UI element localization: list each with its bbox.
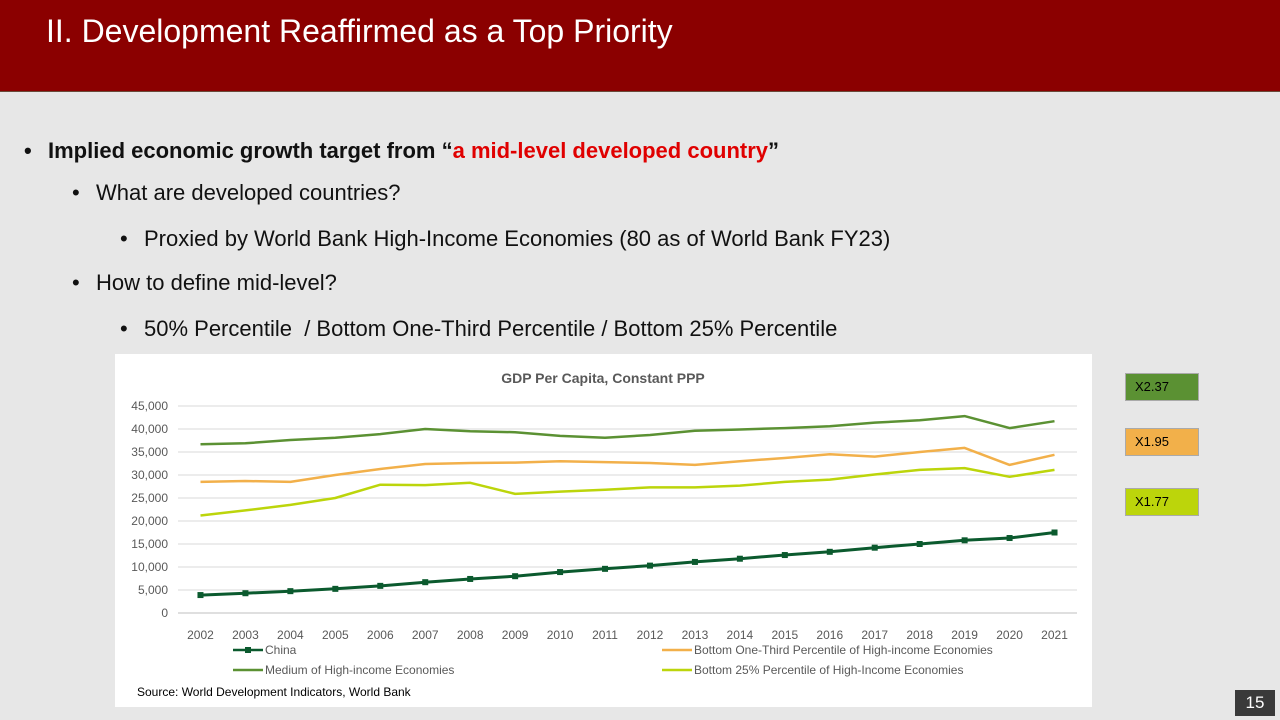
- x-tick-label: 2006: [367, 628, 394, 642]
- data-point: [242, 590, 249, 597]
- data-point: [916, 541, 923, 547]
- data-point: [871, 544, 878, 551]
- x-tick-label: 2004: [277, 628, 304, 642]
- x-tick-label: 2005: [322, 628, 349, 642]
- x-tick-label: 2021: [1041, 628, 1068, 642]
- bullet-developed-countries: • What are developed countries?: [72, 180, 401, 206]
- bullet-proxy-text: Proxied by World Bank High-Income Econom…: [144, 226, 891, 251]
- legend-label: Bottom 25% Percentile of High-Income Eco…: [694, 663, 963, 677]
- x-tick-label: 2014: [727, 628, 754, 642]
- bullet-percentiles-text: 50% Percentile / Bottom One-Third Percen…: [144, 316, 838, 341]
- bullet-proxy: • Proxied by World Bank High-Income Econo…: [120, 226, 890, 252]
- data-point: [1051, 529, 1058, 536]
- slide-title: II. Development Reaffirmed as a Top Prio…: [46, 13, 673, 49]
- bullet-dot: •: [120, 316, 128, 341]
- legend-label: China: [265, 643, 297, 657]
- x-tick-label: 2013: [682, 628, 709, 642]
- data-point: [377, 582, 384, 589]
- bullet-growth-target-suffix: ”: [768, 138, 780, 163]
- y-tick-label: 20,000: [131, 514, 168, 528]
- y-tick-label: 15,000: [131, 537, 168, 551]
- bullet-mid-level: • How to define mid-level?: [72, 270, 337, 296]
- x-tick-label: 2002: [187, 628, 214, 642]
- series-line: [200, 531, 1055, 597]
- bullet-dot: •: [24, 138, 32, 163]
- x-tick-label: 2020: [996, 628, 1023, 642]
- x-tick-label: 2003: [232, 628, 259, 642]
- x-tick-label: 2016: [816, 628, 843, 642]
- page-number: 15: [1235, 690, 1275, 716]
- legend-marker: [245, 647, 251, 653]
- data-point: [1006, 535, 1013, 542]
- y-tick-label: 35,000: [131, 445, 168, 459]
- y-tick-label: 5,000: [138, 583, 168, 597]
- y-tick-label: 40,000: [131, 422, 168, 436]
- bullet-mid-level-text: How to define mid-level?: [96, 270, 337, 295]
- data-point: [467, 575, 474, 582]
- y-tick-label: 25,000: [131, 491, 168, 505]
- gdp-chart-svg: GDP Per Capita, Constant PPP 0 5,000 10,00…: [131, 370, 1077, 677]
- x-tick-label: 2012: [637, 628, 664, 642]
- title-bar: II. Development Reaffirmed as a Top Prio…: [0, 0, 1280, 92]
- gdp-chart: GDP Per Capita, Constant PPP 0 5,000 10,00…: [115, 354, 1092, 707]
- x-tick-label: 2010: [547, 628, 574, 642]
- data-point: [422, 579, 429, 586]
- x-tick-label: 2011: [592, 628, 618, 642]
- legend-label: Medium of High-income Economies: [265, 663, 454, 677]
- bullet-dot: •: [72, 270, 80, 295]
- bullet-growth-target-highlight: a mid-level developed country: [452, 138, 769, 163]
- x-tick-label: 2019: [951, 628, 978, 642]
- y-tick-label: 45,000: [131, 399, 168, 413]
- data-point: [646, 562, 653, 569]
- bullet-dot: •: [120, 226, 128, 251]
- data-point: [781, 552, 788, 559]
- chart-title: GDP Per Capita, Constant PPP: [501, 370, 705, 386]
- bullet-developed-countries-text: What are developed countries?: [96, 180, 401, 205]
- bullet-dot: •: [72, 180, 80, 205]
- data-point: [332, 585, 339, 592]
- data-point: [557, 569, 564, 576]
- series-line: [200, 446, 1055, 484]
- bullet-growth-target-prefix: Implied economic growth target from “: [48, 138, 453, 163]
- y-tick-label: 0: [161, 606, 168, 620]
- data-point: [602, 565, 609, 572]
- data-point: [197, 592, 204, 599]
- x-tick-label: 2018: [906, 628, 933, 642]
- x-tick-label: 2007: [412, 628, 439, 642]
- series-line: [200, 414, 1055, 446]
- y-tick-label: 10,000: [131, 560, 168, 574]
- data-point: [691, 558, 698, 565]
- series-line: [200, 466, 1055, 517]
- legend-label: Bottom One-Third Percentile of High-inco…: [694, 643, 993, 657]
- x-tick-label: 2009: [502, 628, 529, 642]
- multiplier-medium: X2.37: [1125, 373, 1199, 401]
- multiplier-25-percentile: X1.77: [1125, 488, 1199, 516]
- x-tick-label: 2008: [457, 628, 484, 642]
- bullet-growth-target: • Implied economic growth target from “a …: [24, 138, 779, 164]
- bullet-percentiles: • 50% Percentile / Bottom One-Third Perce…: [120, 316, 837, 342]
- multiplier-one-third: X1.95: [1125, 428, 1199, 456]
- data-point: [287, 588, 294, 595]
- source-note: Source: World Development Indicators, Wo…: [137, 685, 411, 699]
- data-point: [512, 573, 519, 580]
- x-tick-label: 2015: [771, 628, 798, 642]
- x-tick-label: 2017: [861, 628, 888, 642]
- data-point: [961, 537, 968, 544]
- y-tick-label: 30,000: [131, 468, 168, 482]
- data-point: [736, 555, 743, 562]
- data-point: [826, 548, 833, 555]
